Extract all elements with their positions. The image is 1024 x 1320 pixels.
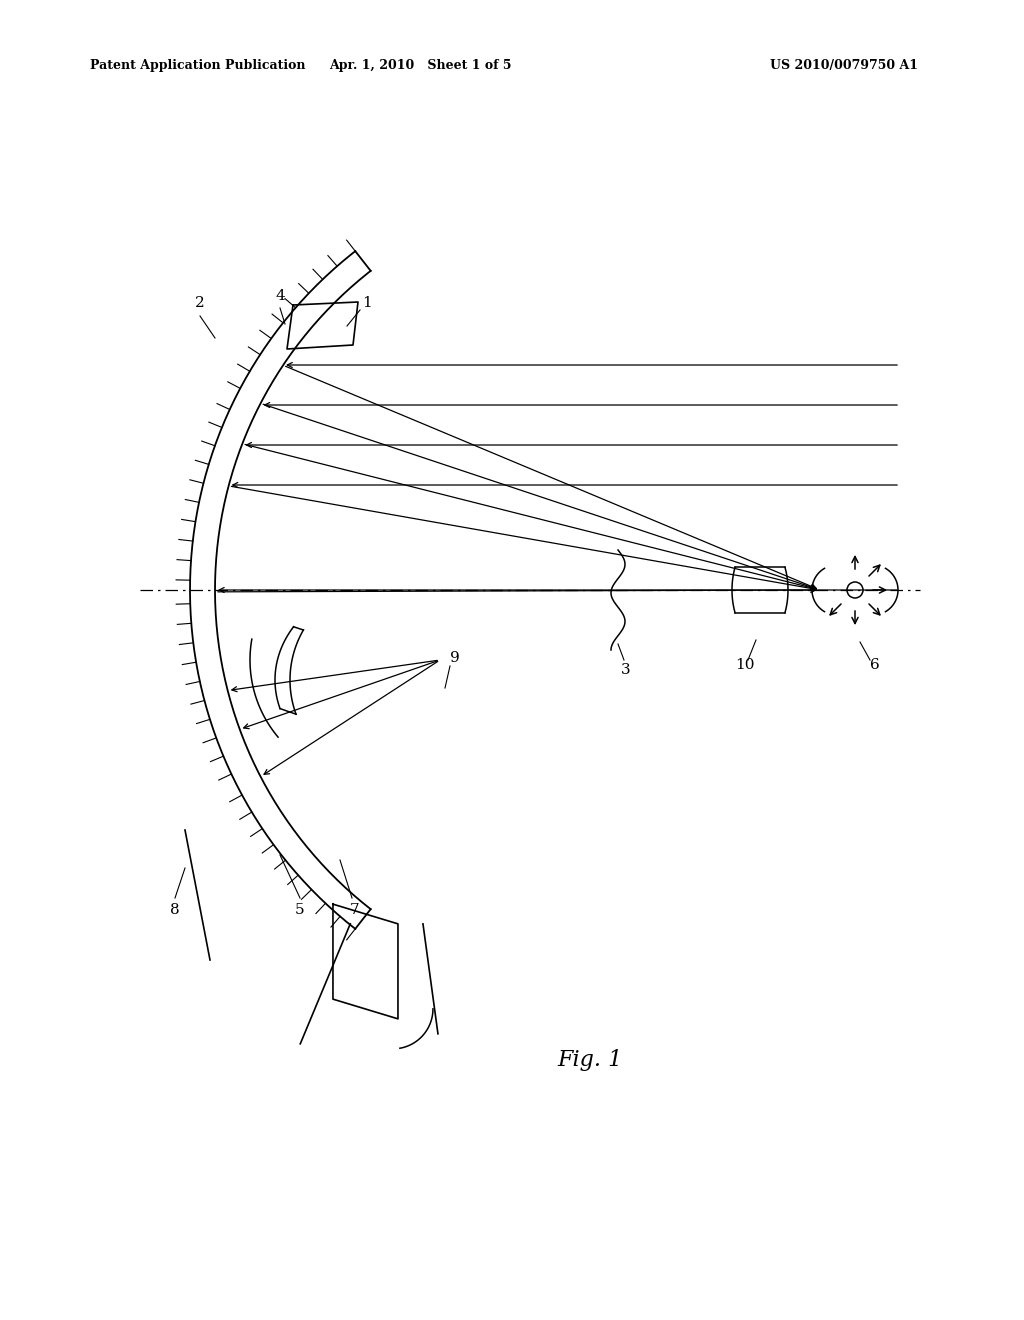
Text: Patent Application Publication: Patent Application Publication xyxy=(90,58,305,71)
Text: US 2010/0079750 A1: US 2010/0079750 A1 xyxy=(770,58,918,71)
Text: Apr. 1, 2010   Sheet 1 of 5: Apr. 1, 2010 Sheet 1 of 5 xyxy=(329,58,511,71)
Text: 3: 3 xyxy=(622,663,631,677)
Text: 1: 1 xyxy=(362,296,372,310)
Text: 5: 5 xyxy=(295,903,305,917)
Text: Fig. 1: Fig. 1 xyxy=(557,1049,623,1071)
Text: 8: 8 xyxy=(170,903,180,917)
Text: 6: 6 xyxy=(870,657,880,672)
Text: 10: 10 xyxy=(735,657,755,672)
Text: 9: 9 xyxy=(451,651,460,665)
Text: 7: 7 xyxy=(350,903,359,917)
Text: 4: 4 xyxy=(275,289,285,304)
Text: 2: 2 xyxy=(196,296,205,310)
